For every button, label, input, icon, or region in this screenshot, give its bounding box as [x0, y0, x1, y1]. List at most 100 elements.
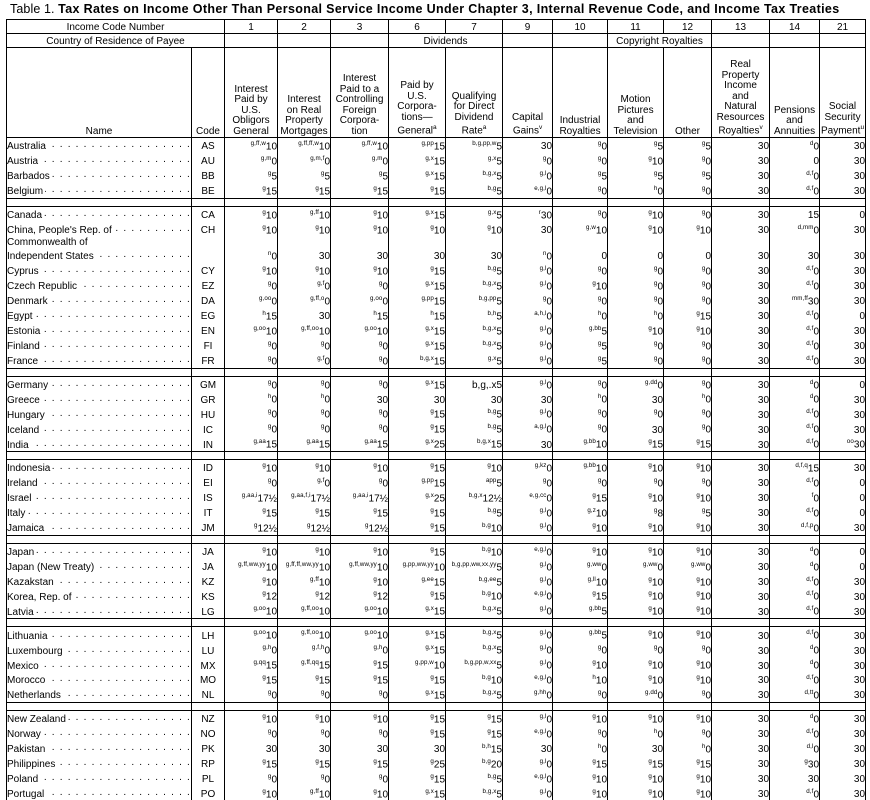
- rate-cell: g10: [608, 627, 664, 642]
- table-row[interactable]: . . . . . . . . . . . . . . . . . . . . …: [7, 574, 866, 589]
- table-row[interactable]: . . . . . . . . . . . . . . . . . . . . …: [7, 588, 866, 603]
- rate-cell: b,h15: [446, 741, 503, 756]
- table-row[interactable]: . . . . . . . . . . . . . . . . . . . . …: [7, 138, 866, 153]
- rate-cell: 30: [712, 376, 770, 391]
- table-row[interactable]: . . . . . . . . . . . . . . . . . . . . …: [7, 460, 866, 475]
- column-header-line: tion: [331, 127, 388, 138]
- rate-cell: d0: [770, 642, 820, 657]
- footnote-marker: g: [373, 590, 377, 597]
- rate-cell: g10: [664, 657, 712, 672]
- rate-cell: 0: [820, 206, 866, 221]
- table-row[interactable]: . . . . . . . . . . . . . . . . . . . . …: [7, 672, 866, 687]
- rate-cell: 30: [389, 248, 446, 263]
- table-row[interactable]: . . . . . . . . . . . . . . . . . . . . …: [7, 490, 866, 505]
- rate-cell: g0: [225, 687, 278, 702]
- table-row[interactable]: . . . . . . . . . . . . . . . . . . . . …: [7, 338, 866, 353]
- footnote-marker: g: [430, 265, 434, 272]
- table-row[interactable]: . . . . . . . . . . . . . . . . . . . . …: [7, 771, 866, 786]
- table-row[interactable]: . . . . . . . . . . . . . . . . . . . . …: [7, 786, 866, 800]
- footnote-marker: g: [379, 689, 383, 696]
- rate-cell: g10: [553, 278, 608, 293]
- spacer-cell: [770, 452, 820, 460]
- rate-cell: g,aa15: [278, 436, 331, 451]
- spacer-cell: [192, 452, 225, 460]
- table-row[interactable]: . . . . . . . . . . . . . . . . . . . . …: [7, 741, 866, 756]
- rate-cell: g0: [664, 353, 712, 368]
- table-row[interactable]: . . . . . . . . . . . . . . . . . . . . …: [7, 543, 866, 558]
- rate-cell: 30: [712, 588, 770, 603]
- table-row[interactable]: . . . . . . . . . . . . . . . . . . . . …: [7, 406, 866, 421]
- footnote-marker: g: [268, 170, 272, 177]
- rate-cell: g10: [664, 222, 712, 237]
- rate-cell: g12: [225, 588, 278, 603]
- table-row[interactable]: . . . . . . . . . . . . . . . . . . . . …: [7, 520, 866, 535]
- tax-table-page: Table 1. Tax Rates on Income Other Than …: [0, 0, 870, 617]
- table-row[interactable]: . . . . . . . . . . . . . . . . . . . . …: [7, 657, 866, 672]
- rate-cell: g,z10: [553, 505, 608, 520]
- rate-cell: g10: [664, 490, 712, 505]
- footnote-marker: d,f,p: [801, 522, 814, 529]
- country-name-cell: . . . . . . . . . . . . . . . . . . . . …: [7, 278, 192, 293]
- rate-cell: 30: [225, 741, 278, 756]
- rate-cell: d0: [770, 657, 820, 672]
- footnote-marker: d,f: [806, 325, 813, 332]
- rate-cell: 30: [712, 672, 770, 687]
- table-row[interactable]: . . . . . . . . . . . . . . . . . . . . …: [7, 391, 866, 406]
- table-row[interactable]: . . . . . . . . . . . . . . . . . . . . …: [7, 153, 866, 168]
- country-name-cell: . . . . . . . . . . . . . . . . . . . . …: [7, 206, 192, 221]
- table-row[interactable]: . . . . . . . . . . . . . . . . . . . . …: [7, 436, 866, 451]
- spacer-cell: [820, 368, 866, 376]
- table-row[interactable]: . . . . . . . . . . . . . . . . . . . . …: [7, 353, 866, 368]
- footnote-marker: g: [315, 224, 319, 231]
- spacer-cell: [664, 535, 712, 543]
- table-row[interactable]: . . . . . . . . . . . . . . . . . . . . …: [7, 183, 866, 198]
- table-row[interactable]: . . . . . . . . . . . . . . . . . . . . …: [7, 248, 866, 263]
- table-row[interactable]: . . . . . . . . . . . . . . . . . . . . …: [7, 505, 866, 520]
- rate-cell: g,l0: [503, 376, 553, 391]
- table-row[interactable]: . . . . . . . . . . . . . . . . . . . . …: [7, 278, 866, 293]
- rate-cell: 30: [389, 741, 446, 756]
- table-row[interactable]: . . . . . . . . . . . . . . . . . . . . …: [7, 475, 866, 490]
- group-spacer: [7, 368, 866, 376]
- spacer-cell: [664, 619, 712, 627]
- spacer-cell: [503, 452, 553, 460]
- col-code-3: 3: [331, 20, 389, 34]
- table-row[interactable]: . . . . . . . . . . . . . . . . . . . . …: [7, 206, 866, 221]
- rate-cell: g,ff,w10: [331, 138, 389, 153]
- table-row[interactable]: . . . . . . . . . . . . . . . . . . . . …: [7, 726, 866, 741]
- footnote-marker: g: [430, 590, 434, 597]
- rate-cell: b,g5: [446, 263, 503, 278]
- table-row[interactable]: . . . . . . . . . . . . . . . . . . . . …: [7, 168, 866, 183]
- table-row[interactable]: . . . . . . . . . . . . . . . . . . . . …: [7, 376, 866, 391]
- country-name-cell: . . . . . . . . . . . . . . . . . . . . …: [7, 520, 192, 535]
- table-row[interactable]: . . . . . . . . . . . . . . . . . . . . …: [7, 421, 866, 436]
- footnote-marker: g: [696, 224, 700, 231]
- footnote-marker: b,g,x: [483, 629, 497, 636]
- table-row[interactable]: . . . . . . . . . . . . . . . . . . . . …: [7, 710, 866, 725]
- footnote-marker: g,oo: [364, 325, 376, 332]
- rate-cell: 0: [608, 248, 664, 263]
- rate-cell: g15: [553, 756, 608, 771]
- footnote-marker: g: [598, 155, 602, 162]
- rate-cell: g0: [553, 376, 608, 391]
- footnote-marker: app: [486, 477, 497, 484]
- footnote-marker: d,tt: [804, 689, 813, 696]
- table-row[interactable]: Commonwealth of: [7, 237, 866, 249]
- table-row[interactable]: . . . . . . . . . . . . . . . . . . . . …: [7, 559, 866, 574]
- table-row[interactable]: . . . . . . . . . . . . . . . . . . . . …: [7, 627, 866, 642]
- table-row[interactable]: . . . . . . . . . . . . . . . . . . . . …: [7, 308, 866, 323]
- table-row[interactable]: . . . . . . . . . . . . . . . . . . . . …: [7, 756, 866, 771]
- table-row[interactable]: . . . . . . . . . . . . . . . . . . . . …: [7, 293, 866, 308]
- table-row[interactable]: . . . . . . . . . . . . . . . . . . . . …: [7, 687, 866, 702]
- table-row[interactable]: . . . . . . . . . . . . . . . . . . . . …: [7, 642, 866, 657]
- rate-cell: g0: [664, 206, 712, 221]
- rate-cell: g,bb5: [553, 323, 608, 338]
- table-row[interactable]: . . . . . . . . . . . . . . . . . . . . …: [7, 222, 866, 237]
- table-row[interactable]: . . . . . . . . . . . . . . . . . . . . …: [7, 323, 866, 338]
- rate-cell: g15: [553, 588, 608, 603]
- rate-cell: g0: [553, 153, 608, 168]
- table-row[interactable]: . . . . . . . . . . . . . . . . . . . . …: [7, 263, 866, 278]
- footnote-marker: g: [321, 773, 325, 780]
- footnote-marker: g: [373, 576, 377, 583]
